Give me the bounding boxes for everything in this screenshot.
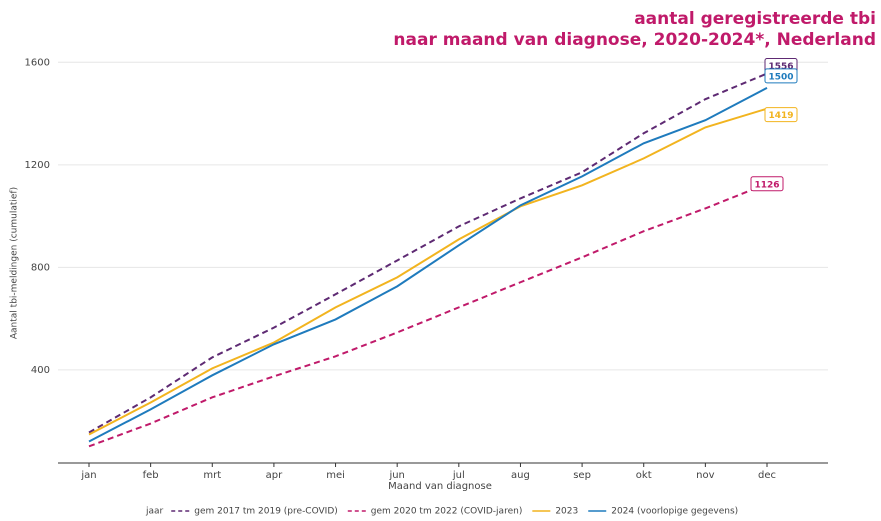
x-tick-label: mrt [203,470,221,481]
end-label: 1556 [768,62,793,72]
end-label: 1419 [768,111,793,121]
end-label-box [764,68,798,84]
x-tick-label: aug [511,470,530,481]
series-line [88,107,768,436]
legend-title: jaar [145,507,164,517]
x-tick-label: mei [326,470,345,481]
x-tick-label: okt [636,470,652,481]
series-line [88,182,768,448]
series-line [88,72,768,434]
end-label-box [764,107,798,123]
x-tick-label: feb [143,470,159,481]
x-tick-label: jul [452,470,465,481]
end-label: 1126 [754,180,779,190]
x-axis-label: Maand van diagnose [388,481,492,492]
y-tick-label: 1600 [25,57,50,68]
x-tick-label: nov [696,470,714,481]
x-tick-label: jun [388,470,404,481]
legend-label: gem 2017 tm 2019 (pre-COVID) [194,507,338,517]
end-label: 1500 [768,72,793,82]
chart-subtitle: naar maand van diagnose, 2020-2024*, Ned… [393,30,876,50]
legend-label: gem 2020 tm 2022 (COVID-jaren) [371,507,523,517]
legend-label: 2024 (voorlopige gegevens) [611,507,738,517]
end-label-box [750,176,784,192]
y-axis-label: Aantal tbi-meldingen (cumulatief) [10,187,20,339]
x-tick-label: jan [80,470,96,481]
x-tick-label: apr [266,470,283,481]
legend-label: 2023 [555,507,578,517]
y-tick-label: 800 [31,262,50,273]
y-tick-label: 1200 [25,160,50,171]
chart-title: aantal geregistreerde tbi [634,9,876,29]
series-line [88,87,768,443]
y-tick-label: 400 [31,365,50,376]
x-tick-label: sep [573,470,591,481]
x-tick-label: dec [758,470,776,481]
